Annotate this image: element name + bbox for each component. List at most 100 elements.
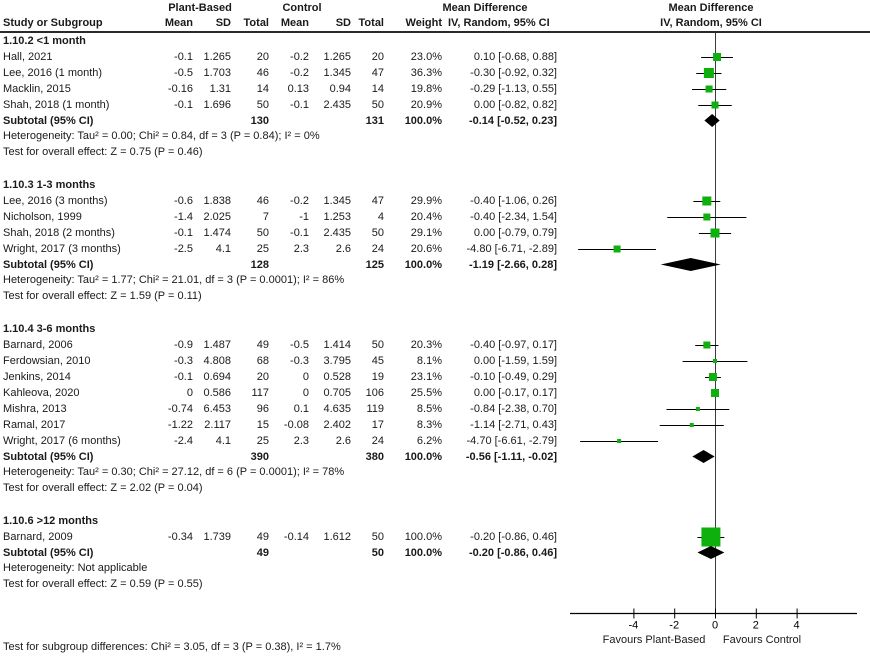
axis-tick-label: -4 (629, 620, 639, 632)
ctrl-mean: 0 (302, 387, 309, 399)
study-row: Shah, 2018 (2 months) -0.1 1.474 50 -0.1 2.43… (0, 225, 560, 241)
ctrl-sd: 1.414 (323, 339, 351, 351)
study-row: Wright, 2017 (6 months) -2.4 4.1 25 2.3 2.6 24… (0, 433, 560, 449)
pb-mean: -0.16 (167, 83, 193, 95)
effect-marker (713, 53, 722, 61)
study-row: Ferdowsian, 2010 -0.3 4.808 68 -0.3 3.795 45 8.… (0, 353, 560, 369)
weight: 29.9% (410, 195, 442, 207)
pb-mean: -0.6 (174, 195, 193, 207)
weight: 20.3% (410, 339, 442, 351)
ctrl-mean: 2.3 (293, 435, 309, 447)
weight-header: Weight (405, 17, 442, 29)
study-name: Ferdowsian, 2010 (3, 355, 91, 367)
subtotal-ctrl-total: 131 (365, 115, 384, 127)
pb-total: 49 (256, 339, 269, 351)
weight: 20.4% (410, 211, 442, 223)
weight: 23.0% (410, 51, 442, 63)
study-name: Nicholson, 1999 (3, 211, 82, 223)
effect-estimate: 0.00 [-1.59, 1.59] (473, 355, 557, 367)
ctrl-total: 47 (371, 67, 384, 79)
subgroup-label-row: 1.10.6 >12 months (0, 513, 560, 529)
mean-difference-plot-header: Mean Difference (668, 2, 754, 14)
pb-sd: 1.838 (203, 195, 231, 207)
overall-effect-row: Test for overall effect: Z = 1.59 (P = 0… (0, 288, 560, 304)
pb-total: 46 (256, 195, 269, 207)
ctrl-sd: 1.345 (323, 195, 351, 207)
study-name: Macklin, 2015 (3, 83, 71, 95)
study-row: Ramal, 2017 -1.22 2.117 15 -0.08 2.402 17 8.3% -… (0, 417, 560, 433)
subgroup-label-row: 1.10.2 <1 month (0, 33, 560, 49)
study-name: Barnard, 2009 (3, 531, 73, 543)
subtotal-row: Subtotal (95% CI) 128 125 100.0% -1.19 [-2.6… (0, 257, 560, 272)
subtotal-row: Subtotal (95% CI) 49 50 100.0% -0.20 [-0.86,… (0, 545, 560, 560)
effect-marker (713, 359, 717, 363)
ctrl-sd: 2.435 (323, 227, 351, 239)
overall-effect-text: Test for overall effect: Z = 1.59 (P = 0… (3, 290, 202, 302)
effect-estimate: 0.00 [-0.79, 0.79] (473, 227, 557, 239)
pb-sd: 1.31 (209, 83, 231, 95)
axis-tick-label: 2 (753, 620, 759, 632)
ctrl-sd: 1.612 (323, 531, 351, 543)
subtotal-weight: 100.0% (404, 451, 442, 463)
pb-mean: 0 (186, 387, 193, 399)
pb-total: 117 (251, 387, 269, 399)
weight: 23.1% (410, 371, 442, 383)
subtotal-estimate: -1.19 [-2.66, 0.28] (468, 259, 557, 271)
ctrl-sd: 1.253 (323, 211, 351, 223)
pb-total: 20 (256, 371, 269, 383)
ctrl-sd: 0.528 (323, 371, 351, 383)
pb-sd: 4.1 (215, 243, 231, 255)
pb-sd: 0.694 (203, 371, 231, 383)
axis-tick-label: 4 (794, 620, 800, 632)
pb-total: 96 (256, 403, 269, 415)
effect-marker (701, 527, 721, 547)
study-name: Wright, 2017 (3 months) (3, 243, 121, 255)
study-name: Shah, 2018 (1 month) (3, 99, 110, 111)
pb-mean: -2.5 (174, 243, 193, 255)
effect-estimate: -0.10 [-0.49, 0.29] (470, 371, 557, 383)
subtotal-diamond (704, 114, 720, 127)
effect-marker (705, 85, 713, 93)
ctrl-total: 17 (371, 419, 384, 431)
iv-random-plot-header: IV, Random, 95% CI (660, 17, 762, 29)
pb-total: 25 (256, 243, 269, 255)
subtotal-row: Subtotal (95% CI) 390 380 100.0% -0.56 [-1.1… (0, 449, 560, 464)
study-row: Mishra, 2013 -0.74 6.453 96 0.1 4.635 119 8.5% -… (0, 401, 560, 417)
weight: 19.8% (410, 83, 442, 95)
axis-tick-label: -2 (669, 620, 679, 632)
effect-estimate: -4.70 [-6.61, -2.79] (466, 435, 558, 447)
effect-marker (703, 341, 711, 349)
effect-estimate: -0.29 [-1.13, 0.55] (470, 83, 557, 95)
pb-sd: 2.025 (203, 211, 231, 223)
ctrl-total: 50 (371, 99, 384, 111)
study-name: Mishra, 2013 (3, 403, 67, 415)
ctrl-mean: 0.13 (287, 83, 309, 95)
ctrl-total: 119 (366, 403, 384, 415)
effect-estimate: -0.84 [-2.38, 0.70] (470, 403, 557, 415)
ctrl-sd: 4.635 (323, 403, 351, 415)
pb-total: 50 (256, 227, 269, 239)
ctrl-total: 20 (371, 51, 384, 63)
effect-marker (711, 101, 719, 109)
ctrl-sd: 3.795 (323, 355, 351, 367)
ctrl-mean: 2.3 (293, 243, 309, 255)
mean-difference-text-header: Mean Difference (442, 2, 528, 14)
ctrl-sd: 1.265 (323, 51, 351, 63)
pb-sd: 1.487 (203, 339, 231, 351)
effect-estimate: -1.14 [-2.71, 0.43] (470, 419, 557, 431)
effect-estimate: -0.30 [-0.92, 0.32] (470, 67, 557, 79)
effect-marker (703, 68, 714, 78)
ctrl-sd-header: SD (335, 17, 351, 29)
pb-mean: -0.9 (174, 339, 193, 351)
ctrl-mean: -0.08 (283, 419, 309, 431)
study-name: Wright, 2017 (6 months) (3, 435, 121, 447)
iv-random-text-header: IV, Random, 95% CI (448, 17, 550, 29)
pb-sd: 4.1 (215, 435, 231, 447)
subtotal-estimate: -0.14 [-0.52, 0.23] (468, 115, 557, 127)
subtotal-weight: 100.0% (404, 259, 442, 271)
weight: 8.5% (416, 403, 442, 415)
effect-marker (613, 245, 621, 253)
pb-sd-header: SD (215, 17, 231, 29)
study-name: Jenkins, 2014 (3, 371, 71, 383)
ctrl-mean: 0.1 (293, 403, 309, 415)
